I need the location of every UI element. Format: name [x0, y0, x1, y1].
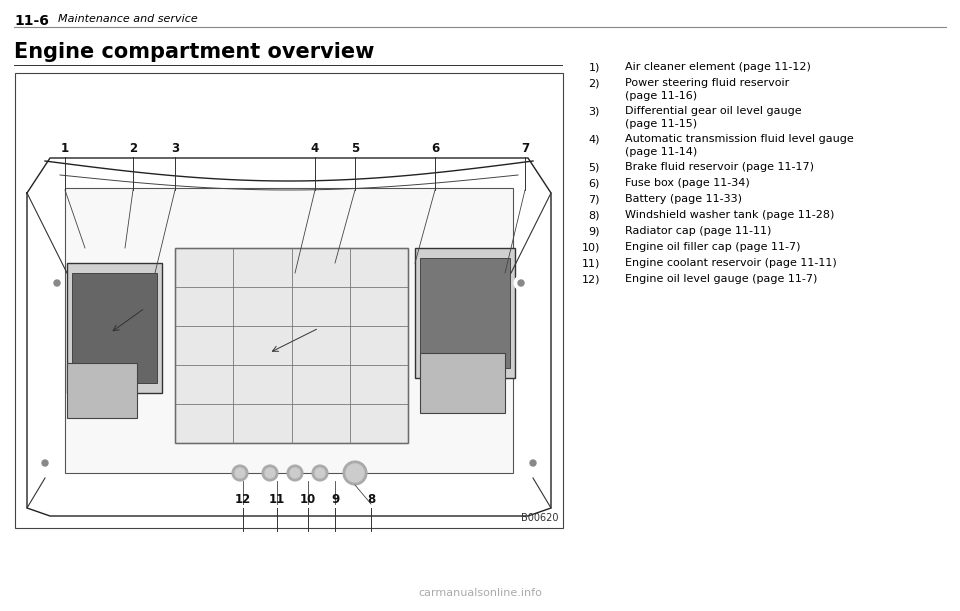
- Text: 11: 11: [269, 493, 285, 506]
- Circle shape: [54, 280, 60, 286]
- Text: Engine oil level gauge (page 11-7): Engine oil level gauge (page 11-7): [625, 274, 817, 284]
- Circle shape: [346, 464, 364, 482]
- Bar: [175, 248, 408, 443]
- Text: Battery (page 11-33): Battery (page 11-33): [625, 194, 742, 204]
- Text: 8: 8: [367, 493, 375, 506]
- Text: 10): 10): [582, 242, 600, 252]
- Text: Air cleaner element (page 11-12): Air cleaner element (page 11-12): [625, 62, 811, 72]
- Bar: [420, 258, 510, 368]
- Text: Differential gear oil level gauge
(page 11-15): Differential gear oil level gauge (page …: [625, 106, 802, 129]
- Text: 10: 10: [300, 493, 316, 506]
- Text: Engine oil filler cap (page 11-7): Engine oil filler cap (page 11-7): [625, 242, 801, 252]
- Bar: [65, 188, 513, 473]
- Text: 3: 3: [171, 142, 180, 155]
- Text: 11): 11): [582, 258, 600, 268]
- Text: 11-6: 11-6: [14, 14, 49, 28]
- Text: 2): 2): [588, 78, 600, 88]
- Text: 9): 9): [588, 226, 600, 236]
- Bar: [72, 273, 157, 383]
- Circle shape: [235, 468, 245, 478]
- Circle shape: [312, 465, 328, 481]
- Text: 7): 7): [588, 194, 600, 204]
- Circle shape: [38, 456, 52, 470]
- Text: 5): 5): [588, 162, 600, 172]
- Text: 4): 4): [588, 134, 600, 144]
- Circle shape: [265, 468, 275, 478]
- Text: 1): 1): [588, 62, 600, 72]
- Text: 5: 5: [350, 142, 359, 155]
- Text: 8): 8): [588, 210, 600, 220]
- Circle shape: [518, 280, 524, 286]
- Bar: [15, 73, 563, 528]
- Circle shape: [42, 460, 48, 466]
- Text: 6): 6): [588, 178, 600, 188]
- Circle shape: [530, 460, 536, 466]
- Text: Engine compartment overview: Engine compartment overview: [14, 42, 374, 62]
- Text: 2: 2: [129, 142, 137, 155]
- Text: 3): 3): [588, 106, 600, 116]
- Bar: [67, 263, 162, 393]
- Text: carmanualsonline.info: carmanualsonline.info: [418, 588, 542, 598]
- Circle shape: [262, 465, 278, 481]
- Text: 12): 12): [582, 274, 600, 284]
- Text: Engine coolant reservoir (page 11-11): Engine coolant reservoir (page 11-11): [625, 258, 837, 268]
- Text: 6: 6: [431, 142, 439, 155]
- Circle shape: [526, 456, 540, 470]
- Text: Maintenance and service: Maintenance and service: [58, 14, 198, 24]
- Circle shape: [315, 468, 325, 478]
- Bar: [415, 248, 515, 378]
- Text: Automatic transmission fluid level gauge
(page 11-14): Automatic transmission fluid level gauge…: [625, 134, 853, 157]
- Text: Fuse box (page 11-34): Fuse box (page 11-34): [625, 178, 750, 188]
- Text: 12: 12: [235, 493, 252, 506]
- Text: 7: 7: [521, 142, 529, 155]
- Text: Radiator cap (page 11-11): Radiator cap (page 11-11): [625, 226, 772, 236]
- Text: Power steering fluid reservoir
(page 11-16): Power steering fluid reservoir (page 11-…: [625, 78, 789, 101]
- Circle shape: [343, 461, 367, 485]
- Circle shape: [232, 465, 248, 481]
- Text: B00620: B00620: [520, 513, 558, 523]
- Text: 9: 9: [331, 493, 339, 506]
- Bar: [420, 353, 505, 413]
- Circle shape: [50, 276, 64, 290]
- Bar: [67, 363, 137, 418]
- Text: Windshield washer tank (page 11-28): Windshield washer tank (page 11-28): [625, 210, 834, 220]
- Circle shape: [287, 465, 303, 481]
- Circle shape: [290, 468, 300, 478]
- Circle shape: [514, 276, 528, 290]
- Text: Brake fluid reservoir (page 11-17): Brake fluid reservoir (page 11-17): [625, 162, 814, 172]
- Text: 4: 4: [311, 142, 319, 155]
- Text: 1: 1: [60, 142, 69, 155]
